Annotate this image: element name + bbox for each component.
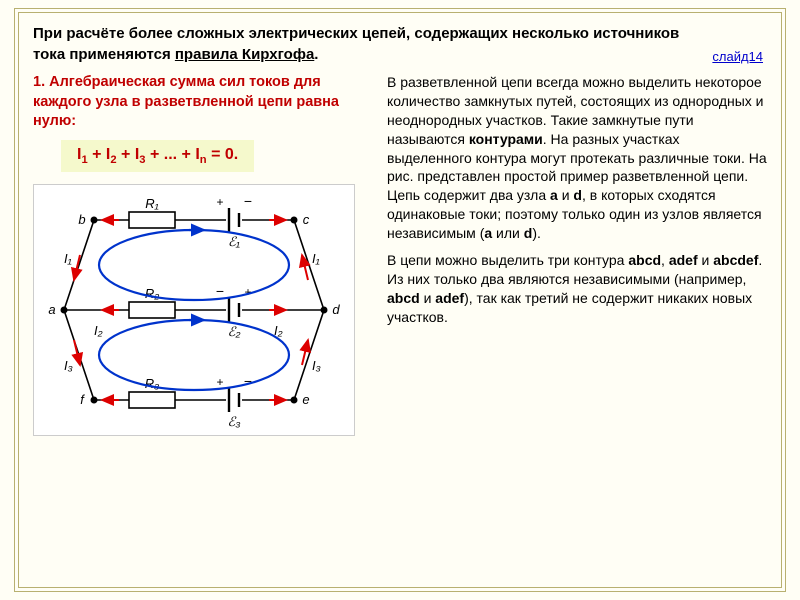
svg-text:I₁: I₁ bbox=[64, 251, 72, 266]
svg-text:d: d bbox=[332, 302, 340, 317]
svg-text:−: − bbox=[216, 283, 224, 299]
svg-text:+: + bbox=[244, 285, 251, 299]
svg-text:R₁: R₁ bbox=[145, 196, 159, 211]
content-columns: 1. Алгебраическая сумма сил токов для ка… bbox=[33, 73, 767, 441]
svg-text:R₃: R₃ bbox=[145, 376, 160, 391]
formula: I1 + I2 + I3 + ... + In = 0. bbox=[61, 140, 254, 172]
header-end: . bbox=[314, 46, 318, 63]
svg-text:b: b bbox=[78, 212, 85, 227]
header-underline: правила Кирхгофа bbox=[175, 46, 314, 63]
svg-text:−: − bbox=[244, 193, 252, 209]
svg-text:ℰ₂: ℰ₂ bbox=[228, 324, 241, 339]
svg-text:+: + bbox=[216, 375, 223, 389]
rule1-text: 1. Алгебраическая сумма сил токов для ка… bbox=[33, 73, 373, 132]
svg-text:I₃: I₃ bbox=[64, 358, 73, 373]
svg-text:ℰ₃: ℰ₃ bbox=[227, 414, 240, 429]
svg-text:ℰ₁: ℰ₁ bbox=[228, 234, 240, 249]
header-text: При расчёте более сложных электрических … bbox=[33, 23, 767, 65]
svg-text:R₂: R₂ bbox=[145, 286, 159, 301]
left-column: 1. Алгебраическая сумма сил токов для ка… bbox=[33, 73, 373, 441]
svg-text:I₃: I₃ bbox=[312, 358, 321, 373]
svg-text:+: + bbox=[216, 195, 223, 209]
svg-text:f: f bbox=[80, 392, 85, 407]
svg-text:I₁: I₁ bbox=[312, 251, 320, 266]
right-column: В разветвленной цепи всегда можно выдели… bbox=[387, 73, 767, 441]
circuit-diagram: R₁ + − ℰ₁ R₂ + − ℰ₂ R₃ + − ℰ₃ a b c d e f I₁ I₂ I₃ I₁ I₂ I₃ bbox=[33, 184, 355, 436]
header-part1: При расчёте более сложных электрических … bbox=[33, 25, 679, 63]
svg-text:I₂: I₂ bbox=[94, 323, 103, 338]
svg-text:a: a bbox=[48, 302, 55, 317]
svg-text:−: − bbox=[244, 373, 252, 389]
paragraph-1: В разветвленной цепи всегда можно выдели… bbox=[387, 73, 767, 243]
paragraph-2: В цепи можно выделить три контура abcd, … bbox=[387, 251, 767, 327]
svg-text:I₂: I₂ bbox=[274, 323, 283, 338]
svg-text:e: e bbox=[302, 392, 309, 407]
svg-text:c: c bbox=[303, 212, 310, 227]
slide-link[interactable]: слайд14 bbox=[712, 49, 763, 64]
